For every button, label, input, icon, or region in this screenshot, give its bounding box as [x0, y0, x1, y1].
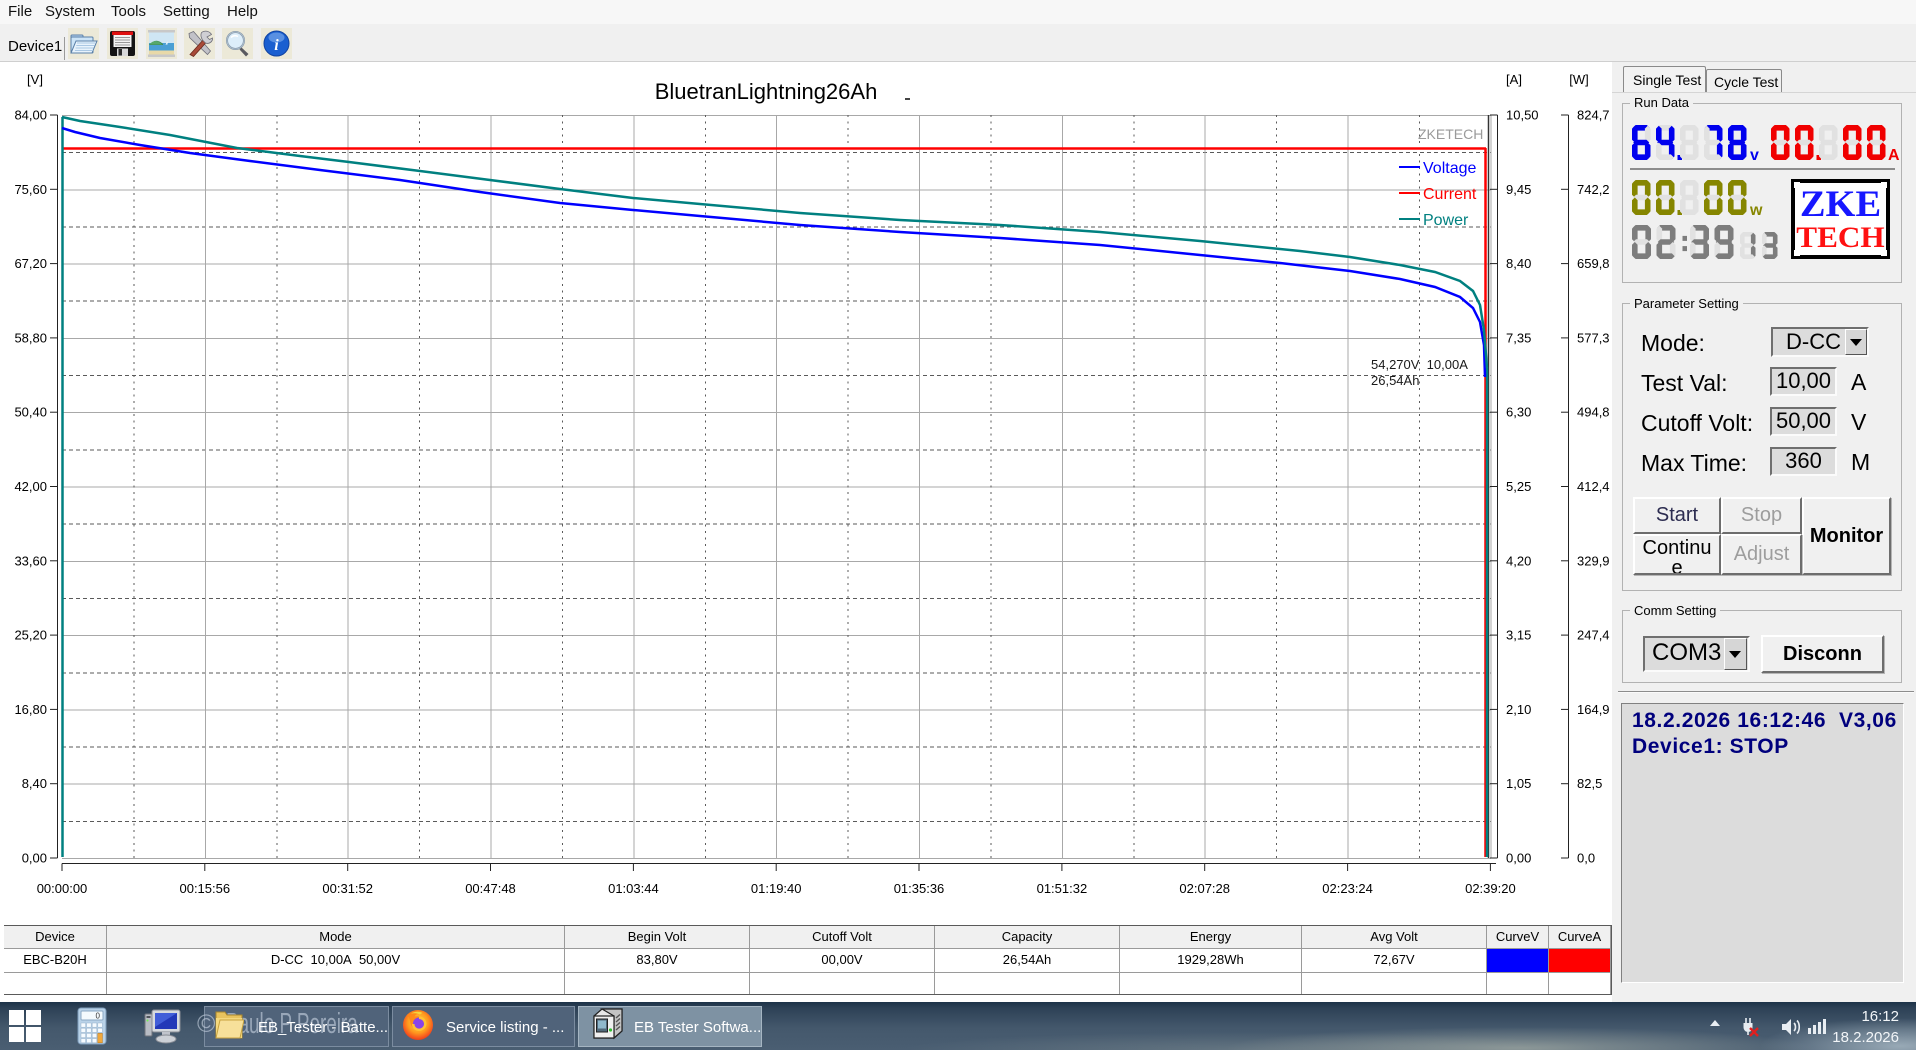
svg-text:0,0: 0,0	[1577, 851, 1595, 866]
svg-text:42,00: 42,00	[14, 479, 47, 494]
svg-text:0,00: 0,00	[1506, 851, 1531, 866]
svg-text:33,60: 33,60	[14, 553, 47, 568]
svg-text:6,30: 6,30	[1506, 405, 1531, 420]
svg-text:494,8: 494,8	[1577, 405, 1610, 420]
svg-text:00:47:48: 00:47:48	[465, 881, 516, 896]
svg-text:577,3: 577,3	[1577, 330, 1610, 345]
svg-text:412,4: 412,4	[1577, 479, 1610, 494]
svg-text:329,9: 329,9	[1577, 553, 1610, 568]
svg-text:82,5: 82,5	[1577, 776, 1602, 791]
svg-text:2,10: 2,10	[1506, 702, 1531, 717]
svg-text:Power: Power	[1423, 212, 1469, 229]
svg-text:ZKETECH: ZKETECH	[1418, 126, 1483, 142]
svg-text:25,20: 25,20	[14, 628, 47, 643]
svg-text:5,25: 5,25	[1506, 479, 1531, 494]
svg-text:164,9: 164,9	[1577, 702, 1610, 717]
svg-text:8,40: 8,40	[1506, 256, 1531, 271]
svg-text:01:35:36: 01:35:36	[894, 881, 945, 896]
svg-text:26,54Ah: 26,54Ah	[1371, 373, 1419, 388]
svg-text:Voltage: Voltage	[1423, 160, 1476, 177]
svg-text:1,05: 1,05	[1506, 776, 1531, 791]
svg-text:[W]: [W]	[1569, 72, 1589, 87]
svg-text:742,2: 742,2	[1577, 182, 1610, 197]
svg-text:16,80: 16,80	[14, 702, 47, 717]
svg-text:01:19:40: 01:19:40	[751, 881, 802, 896]
svg-text:01:51:32: 01:51:32	[1037, 881, 1088, 896]
svg-text:4,20: 4,20	[1506, 553, 1531, 568]
svg-text:02:23:24: 02:23:24	[1322, 881, 1373, 896]
svg-text:00:00:00: 00:00:00	[37, 881, 88, 896]
svg-text:84,00: 84,00	[14, 108, 47, 123]
svg-text:8,40: 8,40	[22, 776, 47, 791]
svg-text:BluetranLightning26Ah: BluetranLightning26Ah	[655, 79, 878, 104]
svg-text:54,270V 10,00A: 54,270V 10,00A	[1371, 357, 1468, 372]
svg-text:3,15: 3,15	[1506, 628, 1531, 643]
svg-text:02:39:20: 02:39:20	[1465, 881, 1516, 896]
svg-text:659,8: 659,8	[1577, 256, 1610, 271]
svg-text:[A]: [A]	[1506, 72, 1522, 87]
svg-text:247,4: 247,4	[1577, 628, 1610, 643]
svg-text:01:03:44: 01:03:44	[608, 881, 659, 896]
svg-text:7,35: 7,35	[1506, 330, 1531, 345]
svg-text:9,45: 9,45	[1506, 182, 1531, 197]
svg-text:v: v	[1750, 147, 1759, 164]
svg-text:0: 0	[96, 1012, 101, 1021]
svg-text:w: w	[1749, 202, 1763, 219]
svg-text:i: i	[274, 37, 279, 54]
svg-text:[V]: [V]	[27, 72, 43, 87]
svg-text:824,7: 824,7	[1577, 108, 1610, 123]
svg-text:50,40: 50,40	[14, 405, 47, 420]
svg-text:00:31:52: 00:31:52	[322, 881, 373, 896]
svg-text:00:15:56: 00:15:56	[179, 881, 230, 896]
svg-text:75,60: 75,60	[14, 182, 47, 197]
svg-text:58,80: 58,80	[14, 330, 47, 345]
svg-text:67,20: 67,20	[14, 256, 47, 271]
svg-text:0,00: 0,00	[22, 851, 47, 866]
svg-text:02:07:28: 02:07:28	[1179, 881, 1230, 896]
svg-text:A: A	[1888, 147, 1900, 164]
svg-text:10,50: 10,50	[1506, 108, 1539, 123]
svg-text:Current: Current	[1423, 186, 1477, 203]
